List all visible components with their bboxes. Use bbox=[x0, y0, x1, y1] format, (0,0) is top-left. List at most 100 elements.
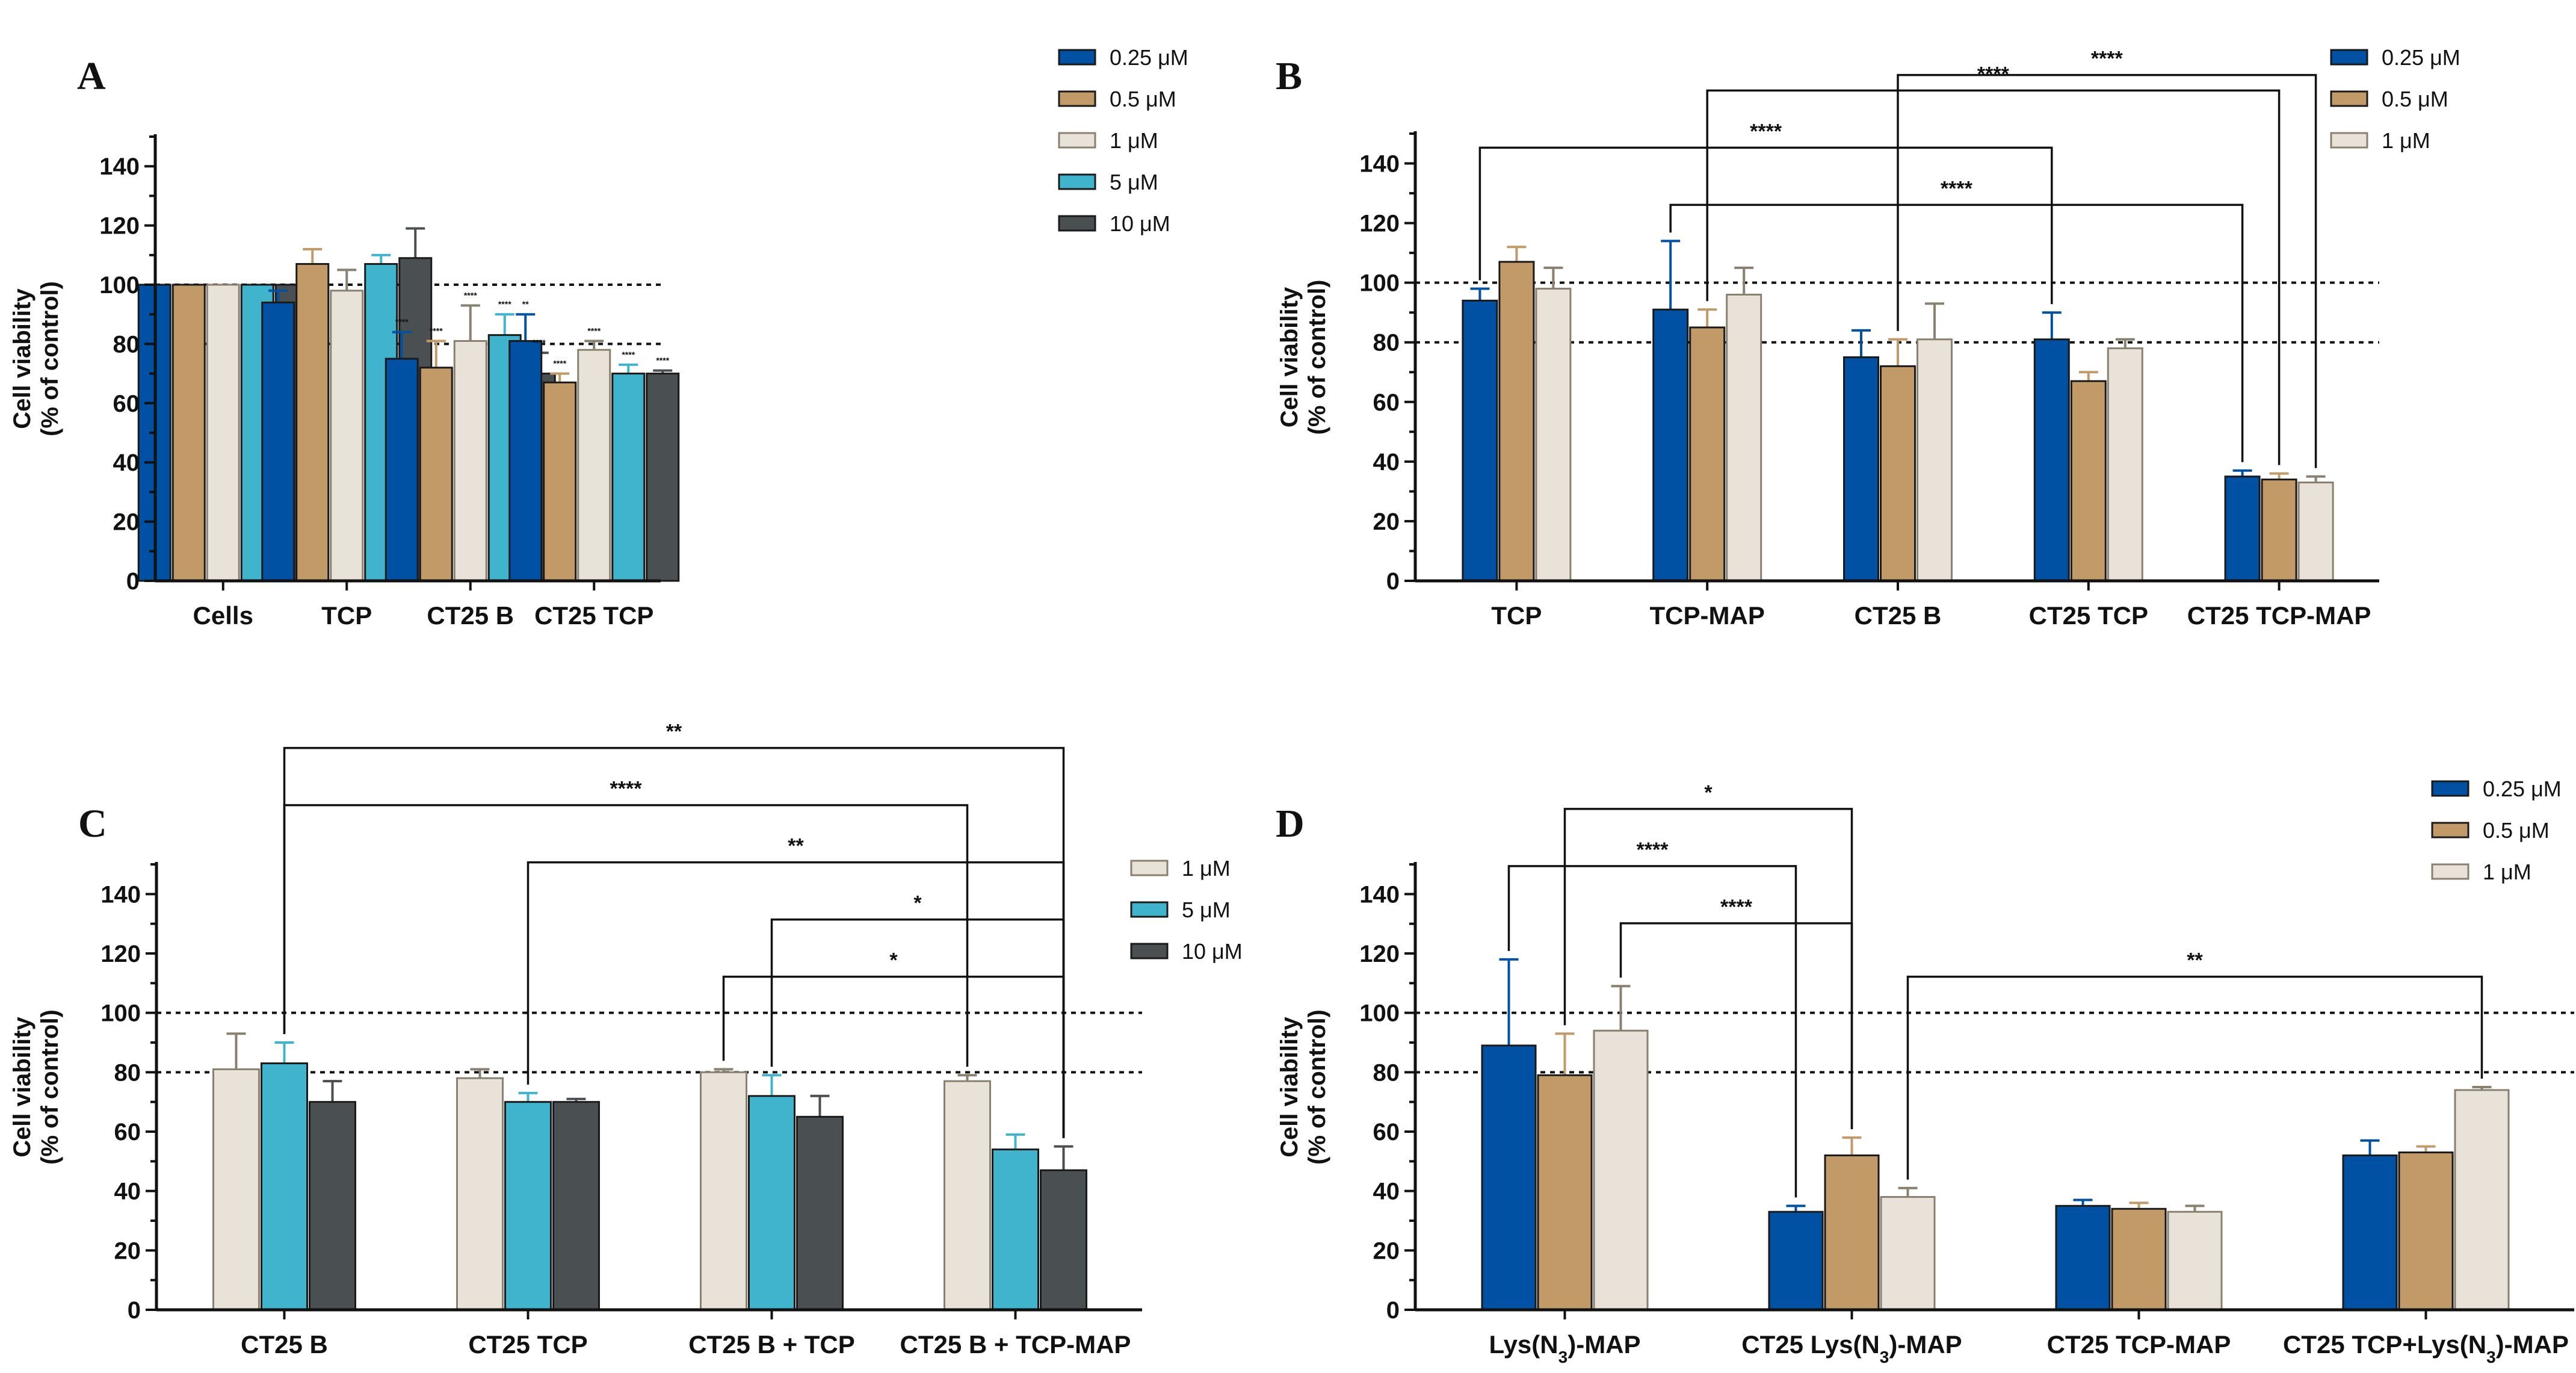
bar bbox=[1593, 1029, 1649, 1311]
y-tick-label: 20 bbox=[1373, 1238, 1400, 1264]
bar bbox=[2342, 1154, 2398, 1311]
bar bbox=[577, 349, 611, 582]
legend-swatch bbox=[2330, 90, 2368, 107]
bar bbox=[1917, 338, 1953, 582]
bar bbox=[1880, 1196, 1936, 1311]
y-tick-label: 100 bbox=[100, 1000, 141, 1027]
category-label: TCP bbox=[1491, 601, 1542, 630]
y-tick-label: 40 bbox=[114, 1179, 141, 1205]
comparison-bracket bbox=[1478, 146, 2053, 305]
y-tick-label: 60 bbox=[114, 1119, 141, 1145]
legend-label: 0.25 μM bbox=[1110, 45, 1188, 70]
bar bbox=[2107, 347, 2143, 582]
category-label: CT25 TCP+Lys(N3)-MAP bbox=[2283, 1330, 2569, 1366]
category-label: CT25 TCP-MAP bbox=[2187, 601, 2371, 630]
y-tick-label: 80 bbox=[113, 331, 140, 358]
legend-label: 0.5 μM bbox=[1110, 87, 1176, 111]
comparison-bracket bbox=[1507, 865, 1797, 1198]
bar bbox=[646, 373, 680, 582]
y-tick-label: 20 bbox=[113, 509, 140, 536]
y-axis-label: Cell viability(% of control) bbox=[9, 1009, 63, 1165]
comparison-bracket bbox=[1669, 203, 2244, 462]
category-label: CT25 TCP-MAP bbox=[2047, 1330, 2231, 1359]
panel-c: C Cell viability(% of control) 0 20 40 60 80 10… bbox=[9, 721, 1243, 1359]
comparison-significance-label: * bbox=[913, 892, 922, 915]
bar bbox=[261, 1062, 308, 1311]
bar-significance-label: **** bbox=[622, 350, 635, 359]
y-tick-label: 80 bbox=[114, 1059, 141, 1086]
bar-significance-label: **** bbox=[553, 359, 566, 368]
panel-b: B Cell viability(% of control) 0 20 40 60 80 10… bbox=[1276, 45, 2460, 630]
panel-letter: C bbox=[78, 802, 107, 846]
y-tick-label: 20 bbox=[1373, 509, 1400, 535]
legend-label: 0.25 μM bbox=[2483, 776, 2562, 801]
y-axis-label: Cell viability(% of control) bbox=[1276, 280, 1330, 435]
y-tick-label: 0 bbox=[1386, 1297, 1400, 1324]
category-label: CT25 TCP bbox=[468, 1330, 587, 1359]
bar bbox=[2070, 380, 2107, 582]
bar bbox=[295, 263, 330, 582]
bar bbox=[2297, 482, 2334, 582]
comparison-bracket bbox=[1706, 89, 2281, 465]
bar-significance-label: **** bbox=[498, 299, 511, 309]
bar bbox=[2167, 1210, 2223, 1311]
y-tick-label: 60 bbox=[1373, 389, 1400, 416]
comparison-significance-label: **** bbox=[1637, 838, 1669, 861]
bar bbox=[1498, 261, 1535, 582]
bar bbox=[543, 381, 577, 582]
y-tick-label: 80 bbox=[1373, 1059, 1400, 1086]
legend-swatch bbox=[1130, 943, 1169, 959]
category-label: TCP bbox=[321, 601, 372, 630]
y-tick-label: 40 bbox=[1373, 449, 1400, 476]
legend-label: 10 μM bbox=[1110, 211, 1170, 236]
legend-swatch bbox=[2330, 49, 2368, 66]
legend-label: 1 μM bbox=[1110, 128, 1158, 153]
bar bbox=[330, 290, 364, 582]
bar bbox=[1768, 1210, 1824, 1311]
bar-significance-label: **** bbox=[430, 326, 443, 335]
bar-significance-label: **** bbox=[656, 356, 669, 365]
legend-label: 1 μM bbox=[2382, 128, 2430, 153]
y-tick-label: 0 bbox=[126, 568, 140, 595]
y-tick-label: 100 bbox=[99, 272, 140, 299]
bar bbox=[2398, 1151, 2454, 1311]
comparison-bracket bbox=[1906, 975, 2483, 1180]
comparison-significance-label: **** bbox=[1720, 896, 1753, 919]
bar-significance-label: ** bbox=[522, 299, 529, 309]
bar bbox=[1040, 1169, 1087, 1311]
category-label: CT25 TCP bbox=[534, 601, 653, 630]
bar bbox=[1880, 365, 1916, 582]
bar bbox=[309, 1101, 356, 1311]
legend-swatch bbox=[2431, 780, 2469, 797]
category-label: CT25 B bbox=[241, 1330, 328, 1359]
comparison-significance-label: ** bbox=[2187, 949, 2203, 972]
y-tick-label: 120 bbox=[99, 213, 140, 240]
bar bbox=[2055, 1204, 2111, 1311]
bar bbox=[453, 339, 487, 582]
bar-significance-label: **** bbox=[533, 338, 546, 347]
comparison-significance-label: * bbox=[1704, 781, 1713, 804]
comparison-bracket bbox=[1563, 808, 1853, 1129]
y-tick-label: 40 bbox=[1373, 1179, 1400, 1205]
category-label: Cells bbox=[193, 601, 253, 630]
bar bbox=[748, 1095, 795, 1311]
bar bbox=[2033, 338, 2070, 582]
bar bbox=[2111, 1207, 2167, 1311]
bar bbox=[206, 284, 240, 582]
bar bbox=[1537, 1074, 1593, 1311]
y-tick-label: 80 bbox=[1373, 330, 1400, 356]
bar bbox=[700, 1071, 747, 1311]
category-label: CT25 B bbox=[1855, 601, 1942, 630]
legend-swatch bbox=[1058, 90, 1096, 107]
y-tick-label: 100 bbox=[1359, 270, 1400, 297]
y-axis-label: Cell viability(% of control) bbox=[1276, 1009, 1330, 1165]
legend-label: 1 μM bbox=[2483, 860, 2531, 884]
legend-label: 0.5 μM bbox=[2382, 87, 2448, 111]
comparison-bracket bbox=[1897, 73, 2317, 468]
panel-d: D Cell viability(% of control) 0 20 40 60 80 10… bbox=[1276, 776, 2574, 1366]
bar bbox=[504, 1101, 552, 1311]
bar-significance-label: **** bbox=[464, 290, 477, 300]
comparison-significance-label: ** bbox=[788, 835, 804, 858]
y-axis-label: Cell viability(% of control) bbox=[9, 281, 63, 436]
comparison-significance-label: ** bbox=[666, 721, 682, 743]
